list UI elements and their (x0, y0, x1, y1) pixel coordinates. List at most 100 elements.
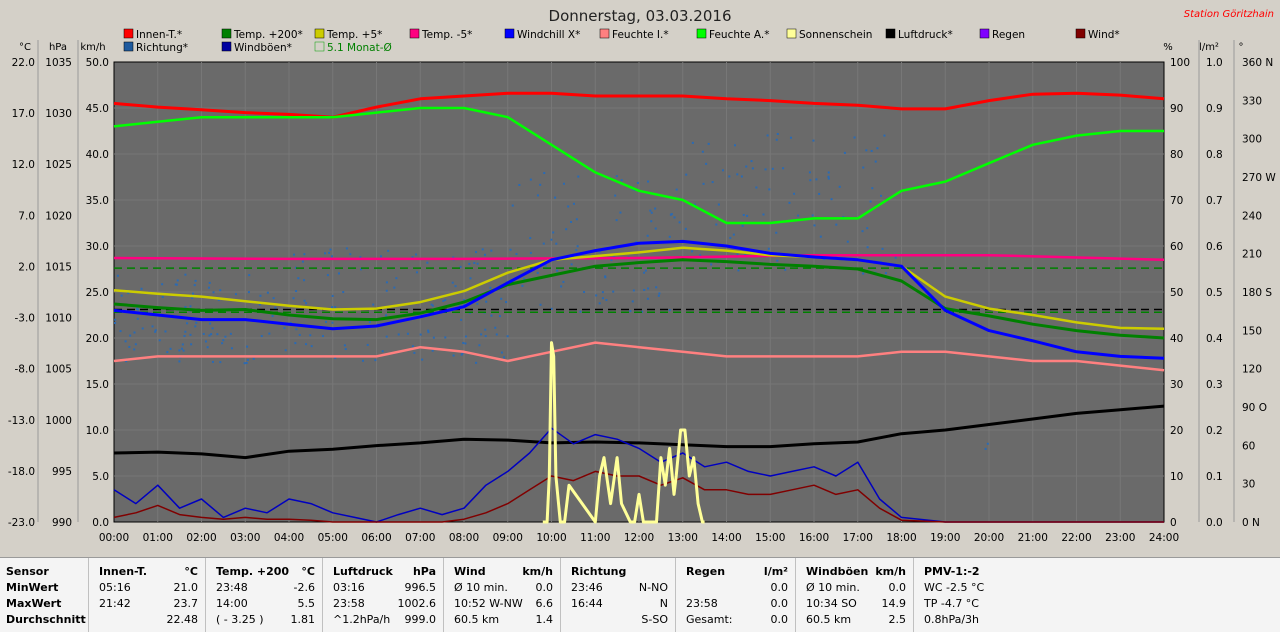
direction-point (866, 246, 869, 249)
stats-header: Sensor (0, 564, 88, 580)
direction-point (406, 332, 409, 335)
tick-humidity: 90 (1170, 103, 1183, 115)
tick-wind: 35.0 (86, 195, 109, 207)
direction-point (268, 332, 271, 335)
tick-x: 23:00 (1105, 532, 1135, 544)
direction-point (184, 330, 187, 333)
direction-point (206, 346, 209, 349)
tick-humidity: 100 (1170, 57, 1190, 69)
direction-point (478, 344, 481, 347)
direction-point (331, 294, 334, 297)
direction-point (842, 216, 845, 219)
direction-point (464, 342, 467, 345)
direction-point (219, 361, 222, 364)
stats-column: PMV-1:-2 WC -2.5 °C TP -4.7 °C 0.8hPa/3h (913, 558, 1280, 632)
direction-point (644, 269, 647, 272)
direction-point (809, 179, 812, 182)
direction-point (431, 349, 434, 352)
tick-temp: -8.0 (15, 364, 36, 376)
tick-x: 11:00 (580, 532, 610, 544)
axis-unit-pressure: hPa (49, 42, 67, 53)
direction-point (297, 277, 300, 280)
direction-point (577, 175, 580, 178)
stats-row: MinWert (0, 580, 88, 596)
stats-value: 0.0 (535, 581, 554, 594)
direction-point (124, 340, 127, 343)
direction-point (654, 207, 657, 210)
stats-header: Windböen km/h (796, 564, 914, 580)
direction-point (647, 180, 650, 183)
direction-point (601, 291, 604, 294)
tick-wind: 30.0 (86, 241, 109, 253)
direction-point (543, 172, 546, 175)
direction-point (331, 306, 334, 309)
direction-point (460, 318, 463, 321)
direction-point (298, 333, 301, 336)
tick-x: 12:00 (624, 532, 654, 544)
tick-x: 08:00 (449, 532, 479, 544)
direction-point (536, 194, 539, 197)
chart-legend: Innen-T.* Temp. +200* Temp. +5* Temp. -5* Wi… (123, 28, 1120, 54)
direction-point (192, 292, 195, 295)
stats-label: 23:48 (216, 581, 248, 594)
direction-point (325, 320, 328, 323)
direction-point (372, 303, 375, 306)
tick-direction: 330 (1242, 95, 1262, 107)
direction-point (495, 333, 498, 336)
direction-point (691, 141, 694, 144)
direction-point (328, 251, 331, 254)
direction-point (468, 262, 471, 265)
direction-point (612, 290, 615, 293)
direction-point (209, 322, 212, 325)
direction-point (560, 285, 563, 288)
direction-point (283, 327, 286, 330)
direction-point (202, 332, 205, 335)
direction-point (310, 345, 313, 348)
direction-point (184, 306, 187, 309)
stats-value: 0.0 (888, 581, 907, 594)
direction-point (247, 291, 250, 294)
direction-point (813, 224, 816, 227)
direction-point (775, 138, 778, 141)
direction-point (258, 303, 261, 306)
tick-x: 03:00 (230, 532, 260, 544)
direction-point (454, 285, 457, 288)
direction-point (658, 292, 661, 295)
direction-point (710, 263, 713, 266)
stats-panel: Sensor MinWert MaxWert Durchschnitt Innen-T.… (0, 557, 1280, 632)
stats-value: 22.48 (166, 613, 199, 626)
direction-point (643, 271, 646, 274)
tick-temp: -13.0 (8, 415, 35, 427)
direction-point (815, 178, 818, 181)
stats-value: 23.7 (173, 597, 199, 610)
legend-swatch (504, 28, 515, 39)
tick-direction: 360 N (1242, 57, 1273, 69)
stats-label: Ø 10 min. (806, 581, 860, 594)
direction-point (212, 291, 215, 294)
stats-row: 23:58 0.0 (676, 596, 796, 612)
stats-label: 60.5 km (806, 613, 852, 626)
stats-label: 03:16 (333, 581, 365, 594)
stats-row: 0.8hPa/3h (914, 612, 1280, 628)
direction-point (808, 171, 811, 174)
direction-point (668, 235, 671, 238)
direction-point (880, 194, 883, 197)
legend-label: Sonnenschein (799, 29, 872, 41)
direction-point (650, 220, 653, 223)
direction-point (768, 188, 771, 191)
direction-point (542, 242, 545, 245)
direction-point (303, 253, 306, 256)
direction-point (751, 167, 754, 170)
direction-point (736, 253, 739, 256)
tick-humidity: 50 (1170, 287, 1183, 299)
stats-label: Richtung (571, 565, 627, 578)
direction-point (324, 252, 327, 255)
direction-point (668, 309, 671, 312)
direction-point (884, 272, 887, 275)
direction-point (252, 357, 255, 360)
tick-rain: 0.2 (1206, 425, 1223, 437)
direction-point (865, 149, 868, 152)
tick-pressure: 1015 (45, 261, 72, 273)
direction-point (415, 271, 418, 274)
legend-label: Wind* (1088, 29, 1120, 41)
